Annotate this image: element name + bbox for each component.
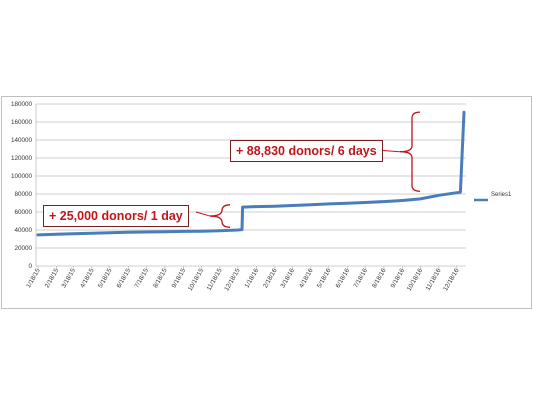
y-tick-label: 0 [28,263,32,270]
annotation-connector-jump1 [195,211,211,217]
annotation-jump1: + 25,000 donors/ 1 day [43,205,189,227]
annotation-jump2: + 88,830 donors/ 6 days [230,140,383,162]
series-line-series1 [36,110,466,237]
y-tick-label: 60000 [14,209,32,216]
y-tick-label: 80000 [14,191,32,198]
y-tick-label: 160000 [11,119,33,126]
y-tick-label: 140000 [11,137,33,144]
y-tick-label: 120000 [11,155,33,162]
chart-border [1,96,532,309]
y-tick-label: 40000 [14,227,32,234]
legend-label-series1: Series1 [491,192,512,198]
y-tick-label: 180000 [11,101,33,108]
y-tick-label: 100000 [11,173,33,180]
y-tick-label: 20000 [14,245,32,252]
